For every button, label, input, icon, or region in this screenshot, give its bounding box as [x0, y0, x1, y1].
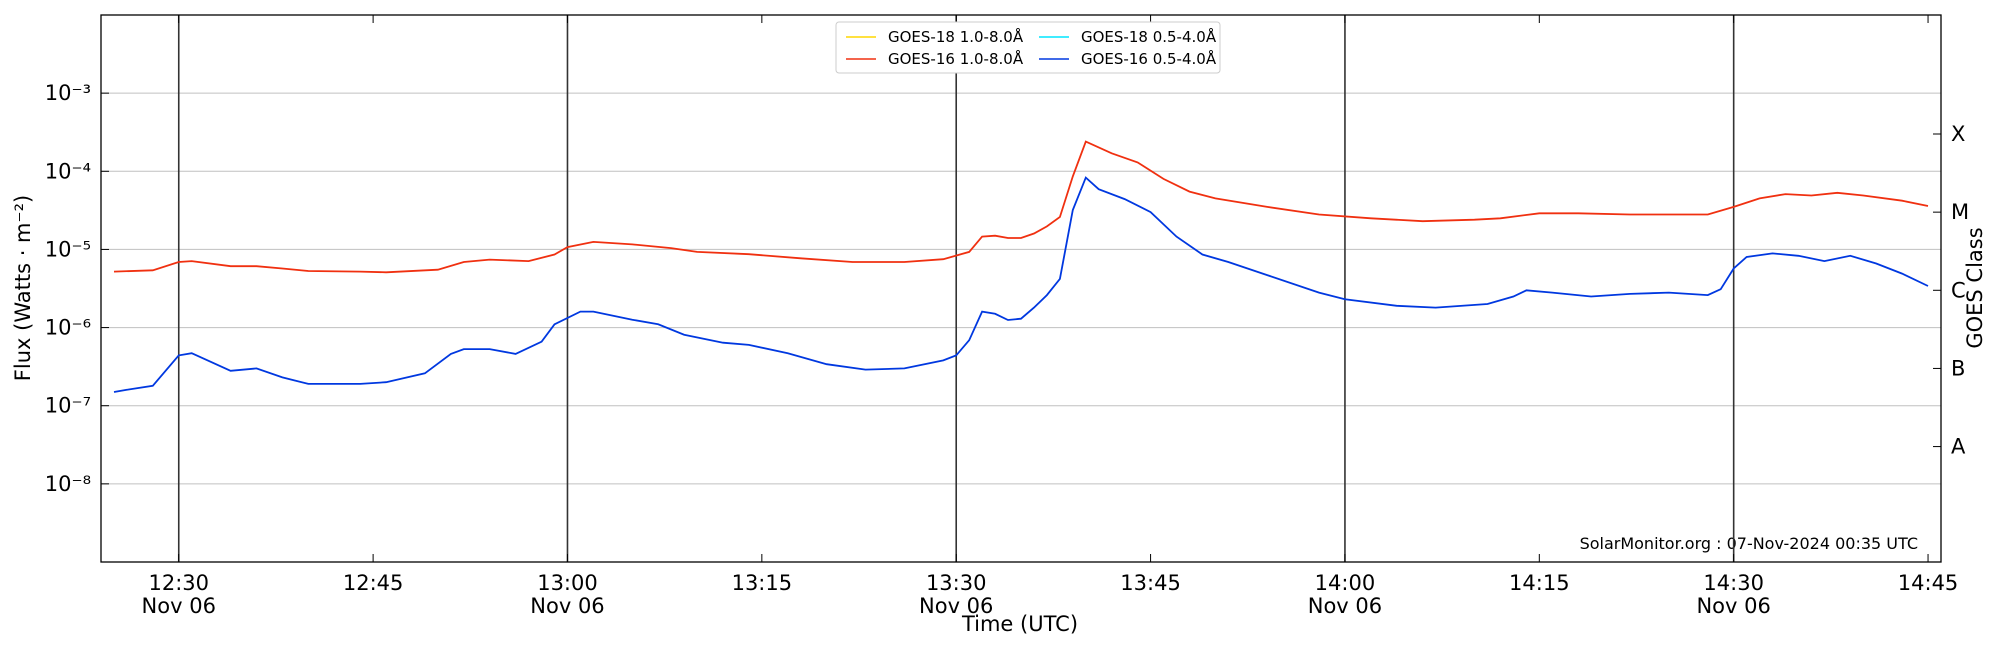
y-tick-label: 10⁻⁴: [45, 159, 91, 183]
legend-label: GOES-16 0.5-4.0Å: [1081, 49, 1217, 68]
x-tick-label: 13:00: [537, 571, 598, 595]
x-axis-label: Time (UTC): [961, 612, 1078, 636]
series-line: [113, 176, 1929, 393]
x-tick-date: Nov 06: [919, 594, 993, 618]
x-tick-label: 14:30: [1703, 571, 1764, 595]
legend-label: GOES-16 1.0-8.0Å: [888, 49, 1024, 68]
x-tick-date: Nov 06: [1696, 594, 1770, 618]
y2-tick-label: X: [1951, 122, 1965, 146]
legend-label: GOES-18 0.5-4.0Å: [1081, 27, 1217, 46]
legend-box: [835, 21, 1221, 74]
x-tick-label: 13:30: [926, 571, 987, 595]
x-tick-date: Nov 06: [142, 594, 216, 618]
y-tick-label: 10⁻⁷: [45, 394, 91, 418]
x-tick-label: 12:45: [343, 571, 404, 595]
y-tick-label: 10⁻³: [45, 81, 91, 105]
y-tick-label: 10⁻⁶: [45, 316, 91, 340]
x-tick-label: 13:45: [1120, 571, 1181, 595]
y2-tick-label: A: [1951, 435, 1966, 459]
y2-tick-label: B: [1951, 356, 1965, 380]
legend-label: GOES-18 1.0-8.0Å: [888, 27, 1024, 46]
y2-tick-label: C: [1951, 278, 1966, 302]
x-tick-date: Nov 06: [1308, 594, 1382, 618]
annotation: SolarMonitor.org : 07-Nov-2024 00:35 UTC: [1580, 534, 1918, 553]
plot-frame: [100, 14, 1942, 563]
y2-tick-label: M: [1951, 200, 1969, 224]
x-tick-label: 12:30: [148, 571, 209, 595]
x-tick-label: 14:15: [1509, 571, 1570, 595]
y-tick-label: 10⁻⁸: [45, 472, 91, 496]
series-line: [113, 140, 1929, 274]
x-tick-label: 13:15: [732, 571, 793, 595]
y-tick-label: 10⁻⁵: [45, 237, 91, 261]
x-tick-label: 14:45: [1898, 571, 1959, 595]
x-tick-label: 14:00: [1315, 571, 1376, 595]
x-tick-date: Nov 06: [530, 594, 604, 618]
y-axis-label: Flux (Watts · m⁻²): [11, 195, 35, 381]
y2-axis-label: GOES Class: [1963, 227, 1987, 348]
